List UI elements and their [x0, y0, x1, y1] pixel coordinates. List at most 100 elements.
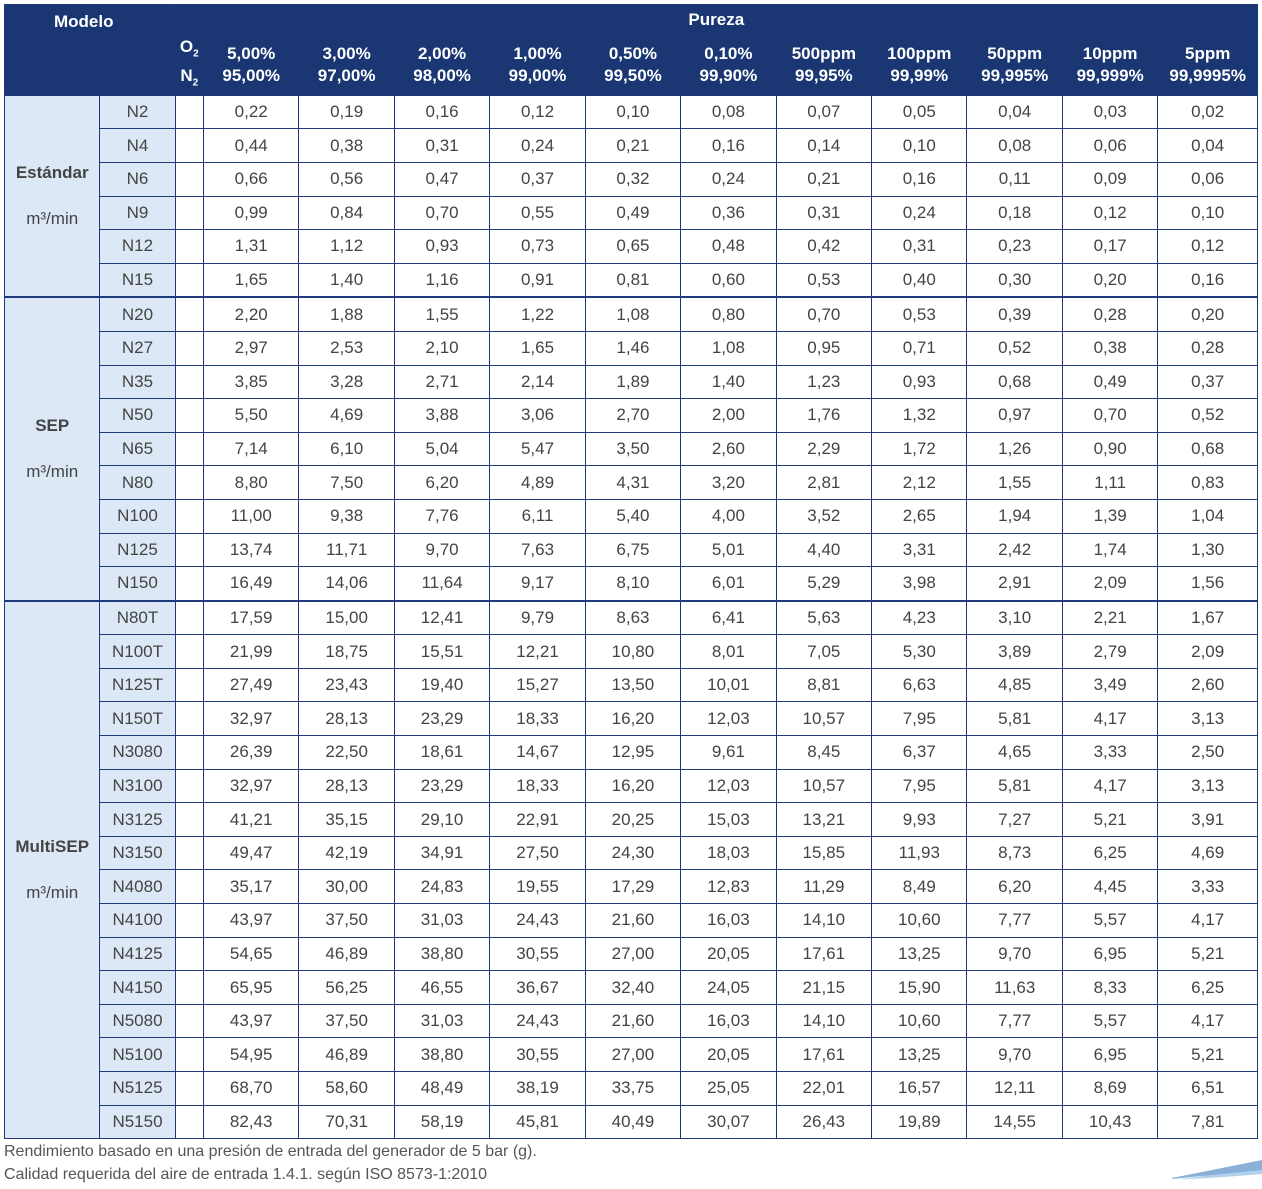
flow-value-cell: 1,88 — [298, 296, 395, 332]
flow-value-cell: 6,95 — [1061, 1037, 1159, 1072]
flow-value-cell: 0,84 — [298, 195, 395, 231]
flow-value-cell: 0,55 — [489, 195, 586, 231]
spacer-cell — [174, 667, 204, 703]
flow-value-cell: 3,98 — [871, 566, 968, 602]
flow-value-cell: 0,65 — [584, 229, 682, 264]
flow-value-cell: 32,40 — [584, 970, 682, 1005]
flow-value-cell: 3,31 — [871, 532, 968, 568]
table-row: N3150 49,47 42,19 34,91 27,50 24,30 18,03 15,85… — [5, 835, 1258, 871]
flow-value-cell: 14,67 — [489, 735, 586, 770]
flow-value-cell: 9,79 — [489, 599, 586, 636]
table-row: N150T 32,97 28,13 23,29 18,33 16,20 12,03 10,57… — [5, 701, 1258, 737]
model-cell: N150 — [99, 566, 176, 602]
flow-value-cell: 18,03 — [680, 835, 777, 871]
flow-value-cell: 10,43 — [1061, 1104, 1159, 1140]
flow-value-cell: 7,95 — [871, 768, 968, 804]
table-row: N50 5,50 4,69 3,88 3,06 2,70 2,00 1,76 1,32 0,97 0… — [5, 398, 1258, 433]
table-row: N150 16,49 14,06 11,64 9,17 8,10 6,01 5,29 3,98 2… — [5, 566, 1258, 602]
flow-value-cell: 15,90 — [871, 970, 968, 1005]
flow-value-cell: 0,06 — [1061, 128, 1159, 163]
purity-column-header: 10ppm 99,999% — [1061, 35, 1159, 96]
table-row: N125 13,74 11,71 9,70 7,63 6,75 5,01 4,40 3,31 2,… — [5, 532, 1258, 568]
table-row: N125T 27,49 23,43 19,40 15,27 13,50 10,01 8,81 6… — [5, 667, 1258, 703]
flow-value-cell: 28,13 — [298, 768, 395, 804]
flow-value-cell: 1,89 — [584, 364, 682, 400]
flow-value-cell: 5,57 — [1061, 1003, 1159, 1039]
flow-value-cell: 2,81 — [775, 465, 873, 500]
flow-value-cell: 0,91 — [489, 262, 586, 298]
flow-value-cell: 0,23 — [966, 229, 1063, 264]
flow-value-cell: 16,03 — [680, 903, 777, 938]
flow-value-cell: 1,30 — [1157, 532, 1258, 568]
flow-value-cell: 0,49 — [584, 195, 682, 231]
spacer-cell — [174, 936, 204, 972]
spacer-cell — [174, 498, 204, 534]
flow-value-cell: 38,80 — [393, 1037, 491, 1072]
model-cell: N125 — [99, 532, 176, 568]
spacer-cell — [174, 364, 204, 400]
flow-value-cell: 21,15 — [775, 970, 873, 1005]
flow-value-cell: 5,63 — [775, 599, 873, 636]
spacer-cell — [174, 465, 204, 500]
flow-value-cell: 0,07 — [775, 94, 873, 130]
flow-value-cell: 82,43 — [202, 1104, 300, 1140]
table-row: MultiSEP m³/min N80T 17,59 15,00 12,41 9,79 8,6… — [3, 599, 1258, 1140]
spacer-cell — [174, 869, 204, 905]
flow-value-cell: 1,16 — [393, 262, 491, 298]
flow-value-cell: 5,21 — [1157, 936, 1258, 972]
flow-value-cell: 11,00 — [202, 498, 300, 534]
flow-value-cell: 0,49 — [1061, 364, 1159, 400]
flow-value-cell: 0,30 — [966, 262, 1063, 298]
flow-value-cell: 2,10 — [393, 330, 491, 366]
model-cell: N4150 — [99, 970, 176, 1005]
flow-value-cell: 18,33 — [489, 768, 586, 804]
flow-value-cell: 15,27 — [489, 667, 586, 703]
flow-value-cell: 0,16 — [1157, 262, 1258, 298]
flow-value-cell: 8,69 — [1061, 1071, 1159, 1106]
flow-value-cell: 30,55 — [489, 1037, 586, 1072]
flow-value-cell: 0,70 — [393, 195, 491, 231]
spacer-cell — [174, 768, 204, 804]
flow-value-cell: 1,32 — [871, 398, 968, 433]
flow-value-cell: 0,24 — [680, 161, 777, 197]
model-cell: N150T — [99, 701, 176, 737]
flow-value-cell: 0,93 — [393, 229, 491, 264]
flow-value-cell: 1,72 — [871, 431, 968, 467]
flow-value-cell: 0,36 — [680, 195, 777, 231]
table-row: N5150 82,43 70,31 58,19 45,81 40,49 30,07 26,43… — [5, 1104, 1258, 1140]
flow-value-cell: 5,29 — [775, 566, 873, 602]
table-row: N65 7,14 6,10 5,04 5,47 3,50 2,60 2,29 1,72 1,26 0… — [5, 431, 1258, 467]
flow-value-cell: 0,73 — [489, 229, 586, 264]
flow-value-cell: 13,25 — [871, 936, 968, 972]
flow-value-cell: 38,19 — [489, 1071, 586, 1106]
flow-value-cell: 0,04 — [966, 94, 1063, 130]
flow-value-cell: 21,99 — [202, 634, 300, 669]
group-name: SEP — [35, 416, 70, 436]
flow-value-cell: 2,60 — [1157, 667, 1258, 703]
flow-value-cell: 14,10 — [775, 1003, 873, 1039]
flow-value-cell: 9,70 — [393, 532, 491, 568]
flow-value-cell: 2,21 — [1061, 599, 1159, 636]
flow-value-cell: 32,97 — [202, 701, 300, 737]
flow-value-cell: 17,61 — [775, 936, 873, 972]
spacer-cell — [174, 835, 204, 871]
flow-value-cell: 4,17 — [1061, 701, 1159, 737]
flow-value-cell: 3,06 — [489, 398, 586, 433]
flow-value-cell: 0,22 — [202, 94, 300, 130]
flow-value-cell: 0,53 — [775, 262, 873, 298]
flow-value-cell: 27,49 — [202, 667, 300, 703]
flow-value-cell: 3,10 — [966, 599, 1063, 636]
flow-value-cell: 1,12 — [298, 229, 395, 264]
flow-value-cell: 9,70 — [966, 1037, 1063, 1072]
flow-value-cell: 36,67 — [489, 970, 586, 1005]
flow-value-cell: 0,32 — [584, 161, 682, 197]
flow-value-cell: 0,44 — [202, 128, 300, 163]
flow-value-cell: 5,21 — [1157, 1037, 1258, 1072]
purity-column-header: 3,00% 97,00% — [298, 35, 395, 96]
flow-value-cell: 2,70 — [584, 398, 682, 433]
flow-value-cell: 2,12 — [871, 465, 968, 500]
flow-value-cell: 0,81 — [584, 262, 682, 298]
flow-value-cell: 1,74 — [1061, 532, 1159, 568]
flow-value-cell: 1,22 — [489, 296, 586, 332]
flow-value-cell: 2,14 — [489, 364, 586, 400]
